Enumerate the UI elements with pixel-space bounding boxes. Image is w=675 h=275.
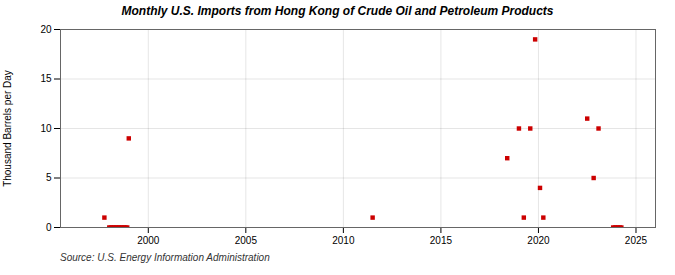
svg-text:2015: 2015: [430, 235, 453, 246]
svg-text:2025: 2025: [625, 235, 648, 246]
svg-text:0: 0: [46, 222, 52, 233]
svg-text:2020: 2020: [527, 235, 550, 246]
svg-text:5: 5: [46, 172, 52, 183]
svg-text:Thousand Barrels per Day: Thousand Barrels per Day: [2, 70, 13, 187]
html-text:Source: U.S. Energy Informatio: Source: U.S. Energy Information Administ…: [60, 252, 270, 263]
svg-text:20: 20: [40, 24, 52, 35]
svg-text:15: 15: [40, 73, 52, 84]
html-text:Monthly U.S. Imports from Hong: Monthly U.S. Imports from Hong Kong of C…: [121, 4, 554, 18]
svg-text:10: 10: [40, 123, 52, 134]
svg-text:2010: 2010: [332, 235, 355, 246]
svg-text:2005: 2005: [235, 235, 258, 246]
svg-text:2000: 2000: [137, 235, 160, 246]
